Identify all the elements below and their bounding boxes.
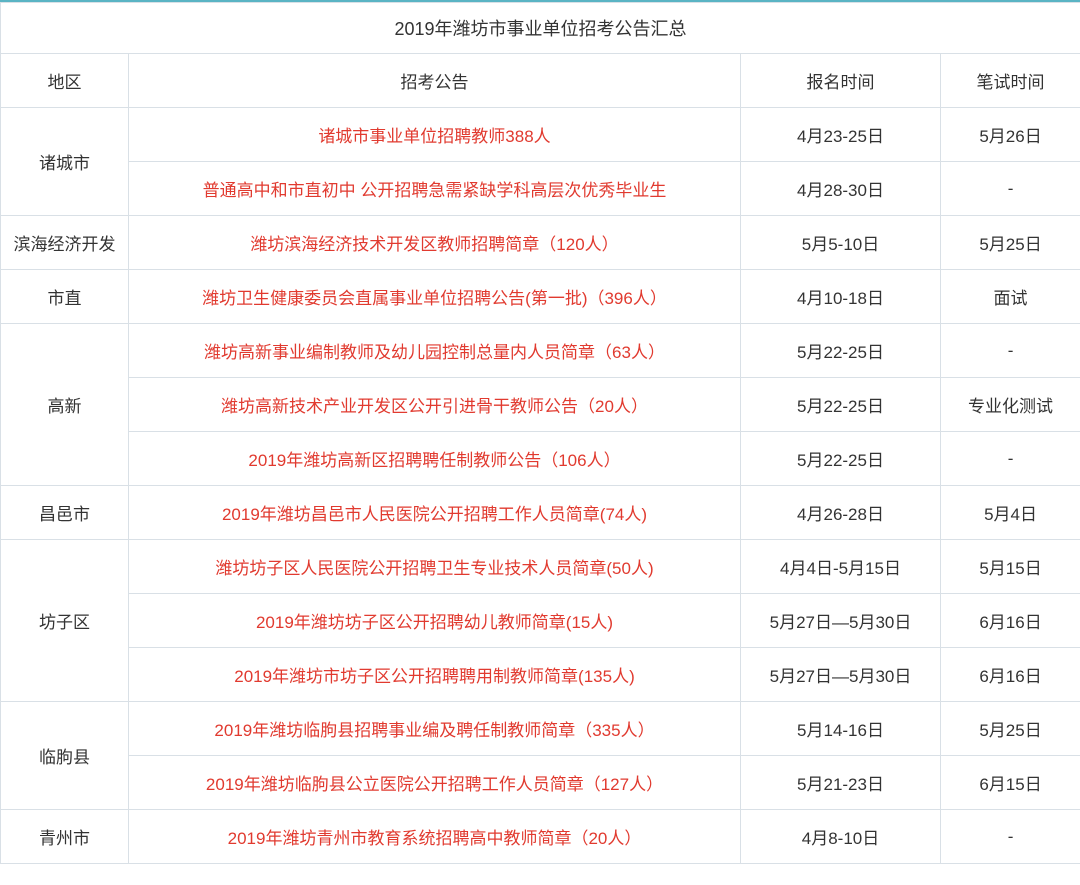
apply-time-cell: 4月23-25日 — [741, 108, 941, 162]
apply-time-cell: 4月4日-5月15日 — [741, 540, 941, 594]
exam-time-cell: - — [941, 432, 1080, 486]
notice-link[interactable]: 普通高中和市直初中 公开招聘急需紧缺学科高层次优秀毕业生 — [129, 162, 741, 216]
table-title: 2019年潍坊市事业单位招考公告汇总 — [1, 3, 1080, 54]
table-row: 2019年潍坊坊子区公开招聘幼儿教师简章(15人)5月27日—5月30日6月16… — [1, 594, 1080, 648]
exam-time-cell: 5月15日 — [941, 540, 1080, 594]
exam-time-cell: 6月15日 — [941, 756, 1080, 810]
notice-link[interactable]: 潍坊滨海经济技术开发区教师招聘简章（120人） — [129, 216, 741, 270]
table-body: 2019年潍坊市事业单位招考公告汇总 地区 招考公告 报名时间 笔试时间 诸城市… — [1, 3, 1080, 864]
table-row: 2019年潍坊市坊子区公开招聘聘用制教师简章(135人)5月27日—5月30日6… — [1, 648, 1080, 702]
notice-link[interactable]: 2019年潍坊高新区招聘聘任制教师公告（106人） — [129, 432, 741, 486]
apply-time-cell: 5月5-10日 — [741, 216, 941, 270]
col-header-notice: 招考公告 — [129, 54, 741, 108]
notice-link[interactable]: 2019年潍坊坊子区公开招聘幼儿教师简章(15人) — [129, 594, 741, 648]
exam-time-cell: - — [941, 810, 1080, 864]
recruitment-table: 2019年潍坊市事业单位招考公告汇总 地区 招考公告 报名时间 笔试时间 诸城市… — [0, 2, 1080, 864]
table-row: 潍坊高新技术产业开发区公开引进骨干教师公告（20人）5月22-25日专业化测试 — [1, 378, 1080, 432]
notice-link[interactable]: 2019年潍坊青州市教育系统招聘高中教师简章（20人） — [129, 810, 741, 864]
apply-time-cell: 5月22-25日 — [741, 432, 941, 486]
title-row: 2019年潍坊市事业单位招考公告汇总 — [1, 3, 1080, 54]
notice-link[interactable]: 2019年潍坊临朐县公立医院公开招聘工作人员简章（127人） — [129, 756, 741, 810]
table-row: 青州市2019年潍坊青州市教育系统招聘高中教师简章（20人）4月8-10日- — [1, 810, 1080, 864]
exam-time-cell: 5月25日 — [941, 702, 1080, 756]
apply-time-cell: 5月22-25日 — [741, 324, 941, 378]
apply-time-cell: 4月10-18日 — [741, 270, 941, 324]
notice-link[interactable]: 潍坊高新技术产业开发区公开引进骨干教师公告（20人） — [129, 378, 741, 432]
exam-time-cell: 5月26日 — [941, 108, 1080, 162]
apply-time-cell: 4月28-30日 — [741, 162, 941, 216]
notice-link[interactable]: 潍坊坊子区人民医院公开招聘卫生专业技术人员简章(50人) — [129, 540, 741, 594]
region-cell: 滨海经济开发 — [1, 216, 129, 270]
region-cell: 高新 — [1, 324, 129, 486]
exam-time-cell: 5月25日 — [941, 216, 1080, 270]
table-container: 2019年潍坊市事业单位招考公告汇总 地区 招考公告 报名时间 笔试时间 诸城市… — [0, 0, 1080, 864]
table-row: 临朐县2019年潍坊临朐县招聘事业编及聘任制教师简章（335人）5月14-16日… — [1, 702, 1080, 756]
exam-time-cell: 6月16日 — [941, 648, 1080, 702]
table-row: 诸城市诸城市事业单位招聘教师388人4月23-25日5月26日 — [1, 108, 1080, 162]
col-header-region: 地区 — [1, 54, 129, 108]
notice-link[interactable]: 2019年潍坊临朐县招聘事业编及聘任制教师简章（335人） — [129, 702, 741, 756]
exam-time-cell: - — [941, 324, 1080, 378]
region-cell: 昌邑市 — [1, 486, 129, 540]
apply-time-cell: 4月26-28日 — [741, 486, 941, 540]
region-cell: 市直 — [1, 270, 129, 324]
exam-time-cell: 面试 — [941, 270, 1080, 324]
region-cell: 坊子区 — [1, 540, 129, 702]
table-row: 滨海经济开发潍坊滨海经济技术开发区教师招聘简章（120人）5月5-10日5月25… — [1, 216, 1080, 270]
table-row: 普通高中和市直初中 公开招聘急需紧缺学科高层次优秀毕业生4月28-30日- — [1, 162, 1080, 216]
table-row: 昌邑市2019年潍坊昌邑市人民医院公开招聘工作人员简章(74人)4月26-28日… — [1, 486, 1080, 540]
table-row: 2019年潍坊临朐县公立医院公开招聘工作人员简章（127人）5月21-23日6月… — [1, 756, 1080, 810]
region-cell: 临朐县 — [1, 702, 129, 810]
exam-time-cell: - — [941, 162, 1080, 216]
apply-time-cell: 5月21-23日 — [741, 756, 941, 810]
apply-time-cell: 5月14-16日 — [741, 702, 941, 756]
apply-time-cell: 5月27日—5月30日 — [741, 648, 941, 702]
exam-time-cell: 5月4日 — [941, 486, 1080, 540]
exam-time-cell: 6月16日 — [941, 594, 1080, 648]
region-cell: 青州市 — [1, 810, 129, 864]
col-header-apply: 报名时间 — [741, 54, 941, 108]
apply-time-cell: 5月22-25日 — [741, 378, 941, 432]
apply-time-cell: 5月27日—5月30日 — [741, 594, 941, 648]
table-row: 坊子区潍坊坊子区人民医院公开招聘卫生专业技术人员简章(50人)4月4日-5月15… — [1, 540, 1080, 594]
exam-time-cell: 专业化测试 — [941, 378, 1080, 432]
table-row: 高新潍坊高新事业编制教师及幼儿园控制总量内人员简章（63人）5月22-25日- — [1, 324, 1080, 378]
notice-link[interactable]: 2019年潍坊市坊子区公开招聘聘用制教师简章(135人) — [129, 648, 741, 702]
table-row: 市直潍坊卫生健康委员会直属事业单位招聘公告(第一批)（396人）4月10-18日… — [1, 270, 1080, 324]
region-cell: 诸城市 — [1, 108, 129, 216]
notice-link[interactable]: 2019年潍坊昌邑市人民医院公开招聘工作人员简章(74人) — [129, 486, 741, 540]
notice-link[interactable]: 诸城市事业单位招聘教师388人 — [129, 108, 741, 162]
header-row: 地区 招考公告 报名时间 笔试时间 — [1, 54, 1080, 108]
table-row: 2019年潍坊高新区招聘聘任制教师公告（106人）5月22-25日- — [1, 432, 1080, 486]
col-header-exam: 笔试时间 — [941, 54, 1080, 108]
apply-time-cell: 4月8-10日 — [741, 810, 941, 864]
notice-link[interactable]: 潍坊高新事业编制教师及幼儿园控制总量内人员简章（63人） — [129, 324, 741, 378]
notice-link[interactable]: 潍坊卫生健康委员会直属事业单位招聘公告(第一批)（396人） — [129, 270, 741, 324]
